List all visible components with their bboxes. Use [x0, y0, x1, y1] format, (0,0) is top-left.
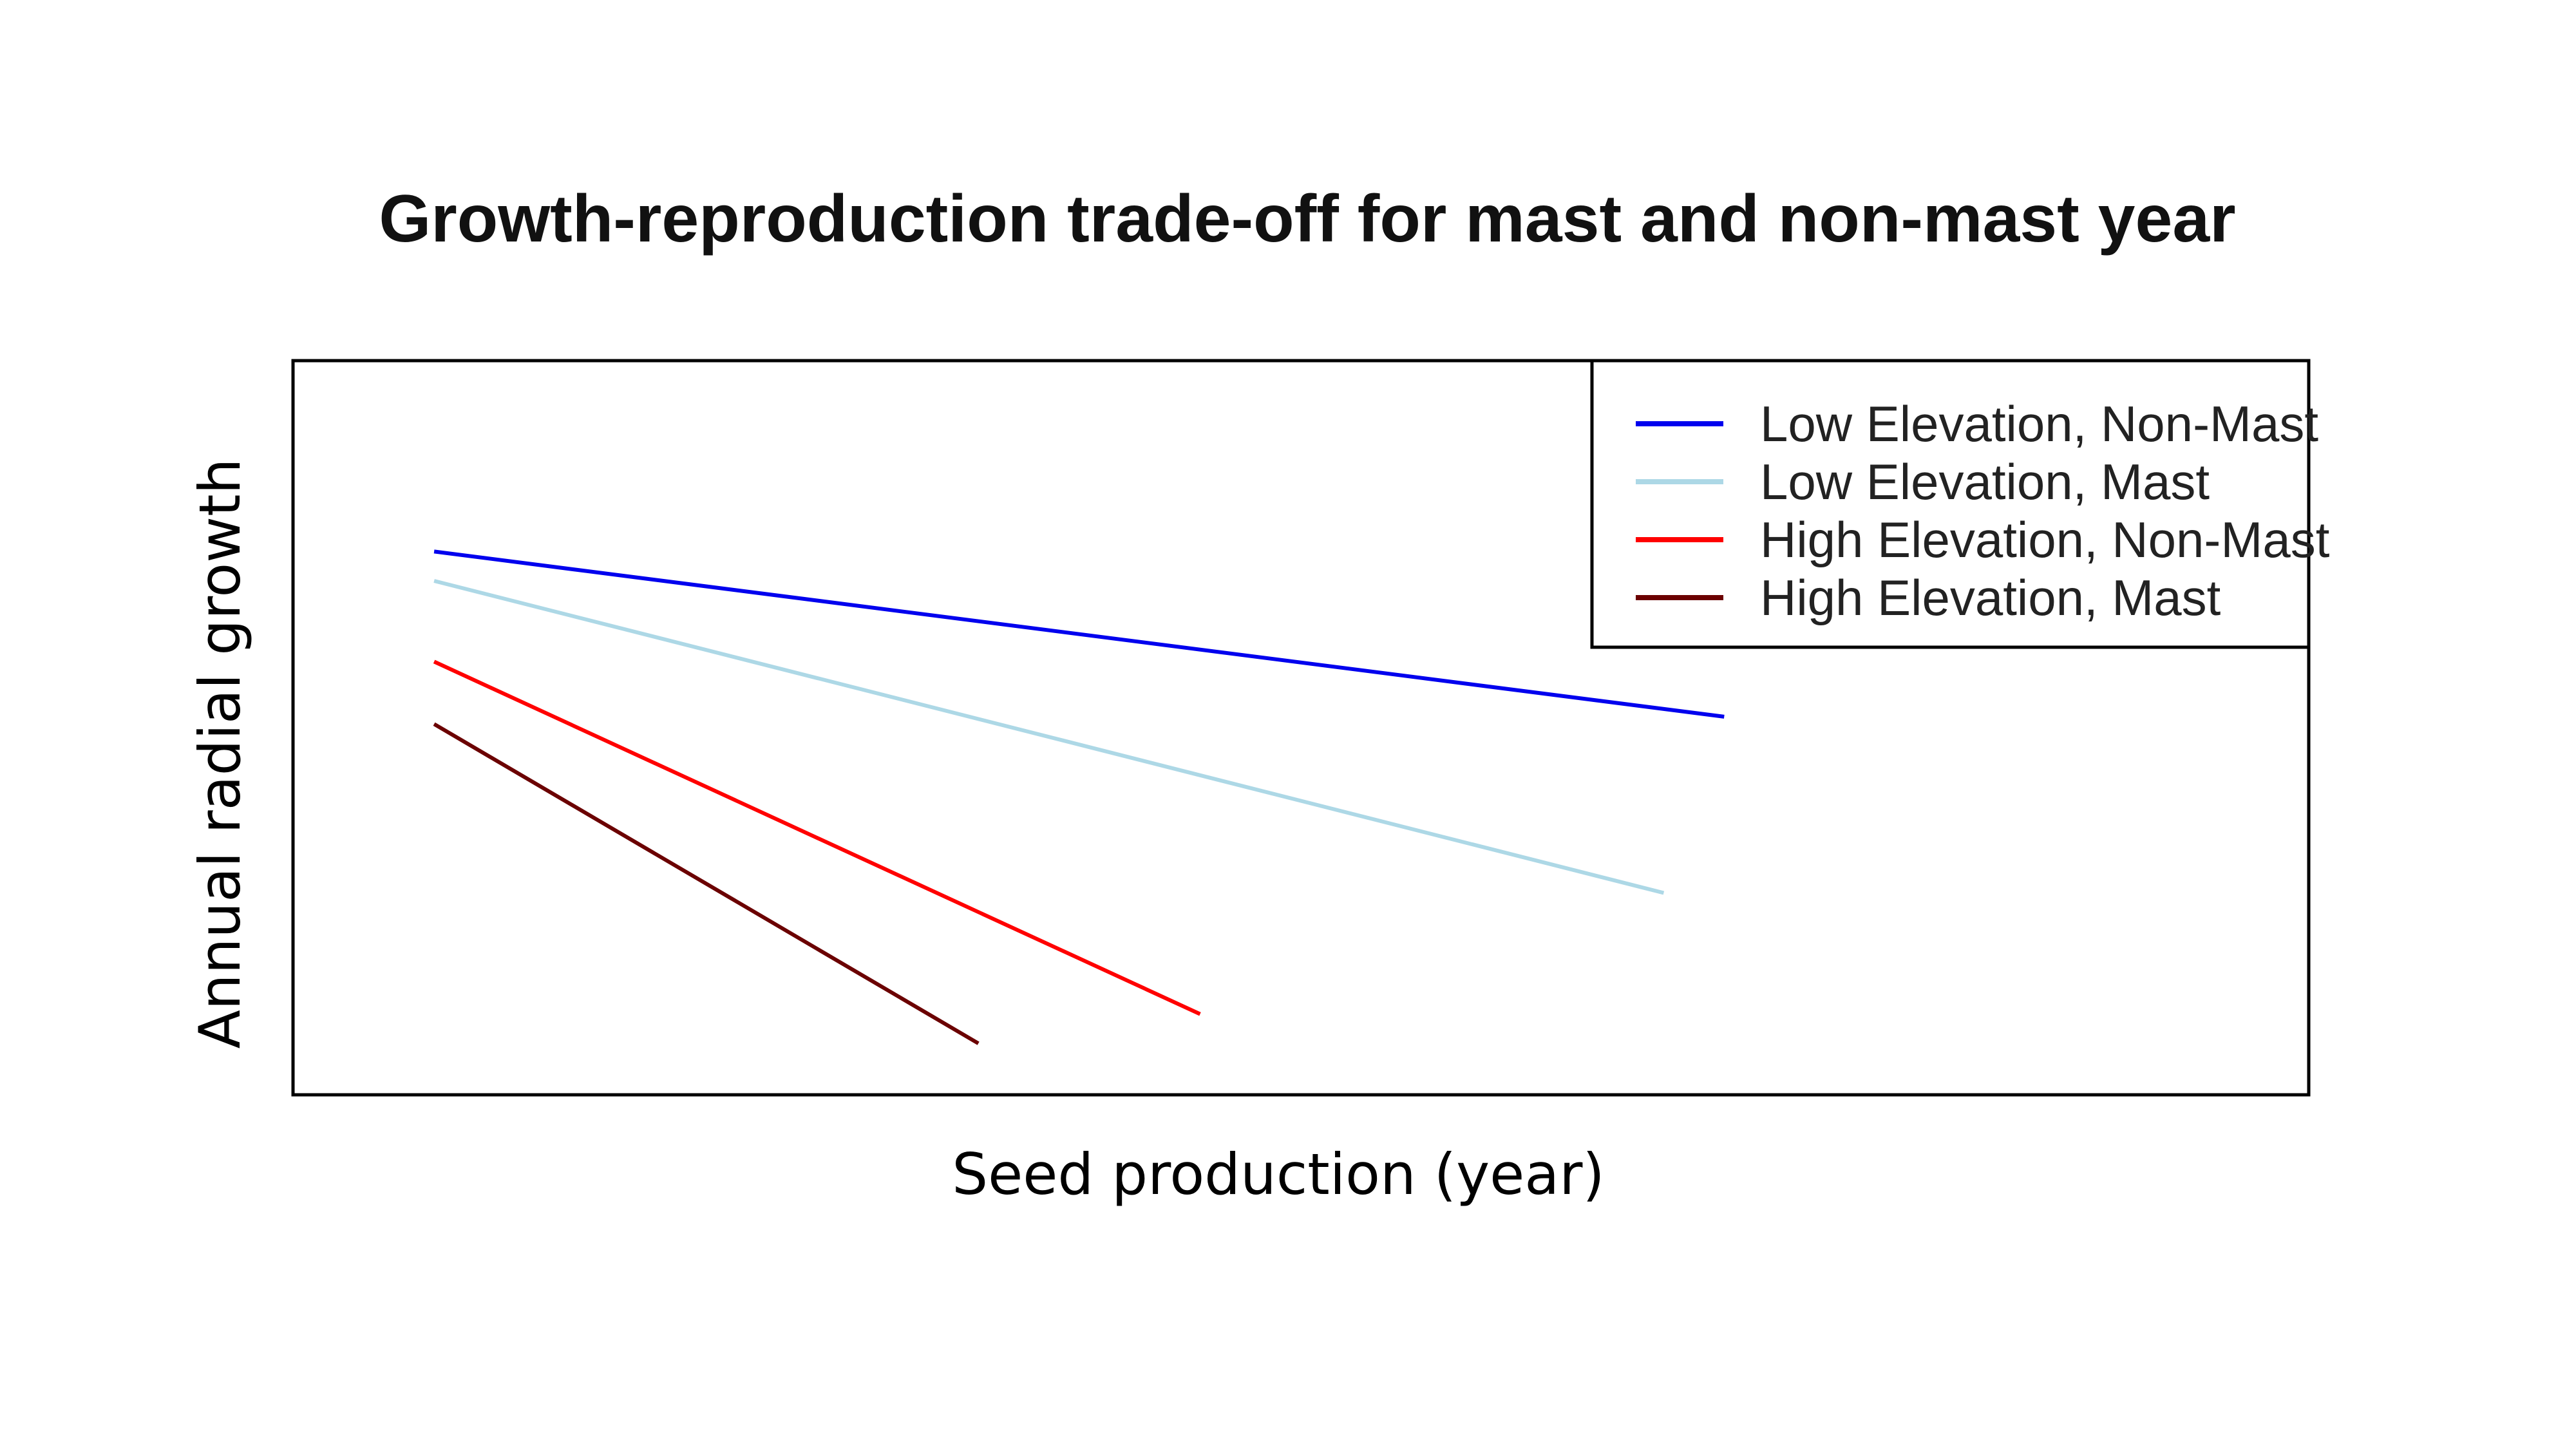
- legend-item-low-elevation-non-mast: Low Elevation, Non-Mast: [1636, 395, 2318, 452]
- legend-label: Low Elevation, Mast: [1760, 453, 2210, 510]
- x-axis-label: Seed production (year): [952, 1141, 1604, 1208]
- legend-item-high-elevation-non-mast: High Elevation, Non-Mast: [1636, 511, 2330, 568]
- legend-item-high-elevation-mast: High Elevation, Mast: [1636, 569, 2221, 626]
- legend-label: Low Elevation, Non-Mast: [1760, 395, 2318, 452]
- y-axis-label: Annual radial growth: [187, 459, 253, 1049]
- legend-item-low-elevation-mast: Low Elevation, Mast: [1636, 453, 2210, 510]
- series-line-high-elevation-non-mast: [433, 659, 1201, 1016]
- series-line-high-elevation-mast: [433, 722, 980, 1045]
- series-layer: [433, 549, 1725, 1045]
- legend-label: High Elevation, Mast: [1760, 569, 2221, 626]
- series-line-low-elevation-non-mast: [433, 549, 1725, 719]
- series-line-low-elevation-mast: [433, 579, 1665, 895]
- chart-title: Growth-reproduction trade-off for mast a…: [379, 182, 2235, 256]
- legend-label: High Elevation, Non-Mast: [1760, 511, 2330, 568]
- plot-area: [291, 359, 2311, 1097]
